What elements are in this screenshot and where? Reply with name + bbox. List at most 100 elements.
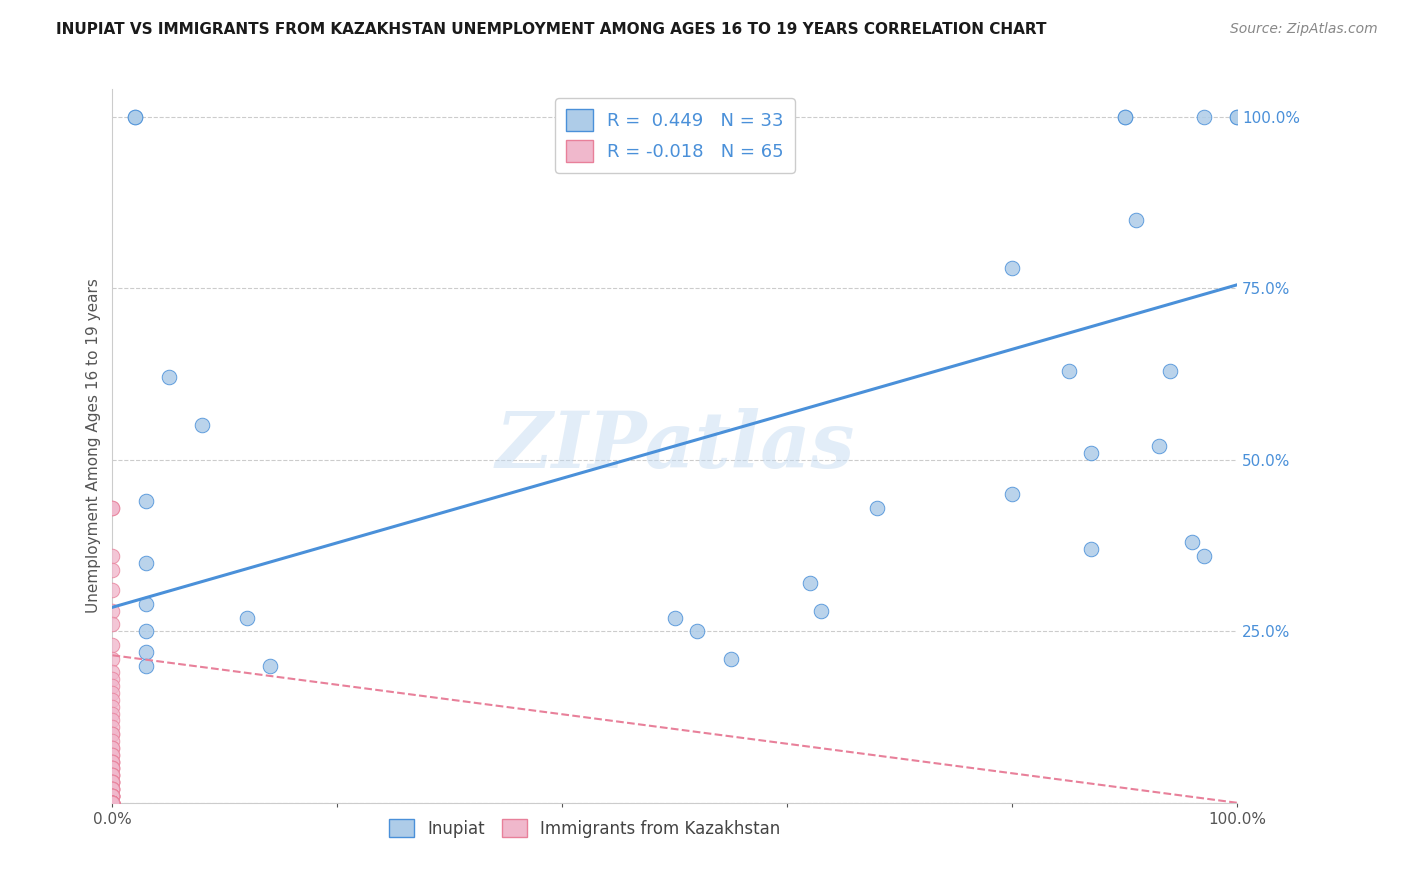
Point (810, 604, 832, 618)
Point (1001, 260, 1024, 275)
Point (101, 789, 124, 803)
Point (1114, 110, 1136, 124)
Point (101, 775, 124, 789)
Point (1001, 487, 1024, 501)
Point (124, 110, 146, 124)
Legend: Inupiat, Immigrants from Kazakhstan: Inupiat, Immigrants from Kazakhstan (382, 813, 787, 845)
Point (101, 768, 124, 782)
Point (799, 576, 821, 591)
Point (101, 796, 124, 810)
Point (135, 556, 157, 570)
Point (1080, 446, 1102, 460)
Point (135, 658, 157, 673)
Point (101, 796, 124, 810)
Point (101, 500, 124, 515)
Point (101, 796, 124, 810)
Point (101, 789, 124, 803)
Point (101, 755, 124, 769)
Point (101, 762, 124, 776)
Point (101, 720, 124, 734)
Point (1192, 110, 1215, 124)
Point (101, 762, 124, 776)
Point (1147, 439, 1170, 453)
Point (101, 740, 124, 755)
Point (101, 747, 124, 762)
Point (866, 500, 889, 515)
Point (686, 624, 709, 639)
Point (101, 740, 124, 755)
Point (101, 796, 124, 810)
Point (101, 789, 124, 803)
Point (101, 762, 124, 776)
Point (135, 494, 157, 508)
Point (101, 775, 124, 789)
Point (1114, 110, 1136, 124)
Point (101, 768, 124, 782)
Point (101, 583, 124, 598)
Point (101, 638, 124, 652)
Point (101, 782, 124, 797)
Point (101, 782, 124, 797)
Point (101, 747, 124, 762)
Text: Source: ZipAtlas.com: Source: ZipAtlas.com (1230, 22, 1378, 37)
Point (101, 796, 124, 810)
Point (101, 796, 124, 810)
Point (101, 789, 124, 803)
Point (101, 714, 124, 728)
Point (101, 789, 124, 803)
Point (101, 768, 124, 782)
Point (101, 665, 124, 680)
Point (664, 610, 686, 624)
Point (101, 699, 124, 714)
Point (101, 549, 124, 563)
Point (101, 796, 124, 810)
Point (101, 789, 124, 803)
Point (101, 500, 124, 515)
Point (1125, 212, 1147, 227)
Point (1226, 110, 1249, 124)
Point (1181, 535, 1204, 549)
Point (101, 617, 124, 632)
Point (101, 755, 124, 769)
Point (101, 796, 124, 810)
Point (101, 727, 124, 741)
Point (191, 418, 214, 433)
Point (124, 110, 146, 124)
Point (101, 734, 124, 748)
Point (236, 610, 259, 624)
Y-axis label: Unemployment Among Ages 16 to 19 years: Unemployment Among Ages 16 to 19 years (86, 278, 101, 614)
Point (101, 796, 124, 810)
Point (101, 706, 124, 721)
Point (135, 645, 157, 659)
Text: ZIPatlas: ZIPatlas (495, 408, 855, 484)
Point (101, 562, 124, 576)
Text: INUPIAT VS IMMIGRANTS FROM KAZAKHSTAN UNEMPLOYMENT AMONG AGES 16 TO 19 YEARS COR: INUPIAT VS IMMIGRANTS FROM KAZAKHSTAN UN… (56, 22, 1046, 37)
Point (101, 796, 124, 810)
Point (135, 597, 157, 611)
Point (101, 755, 124, 769)
Point (101, 782, 124, 797)
Point (1226, 110, 1249, 124)
Point (101, 796, 124, 810)
Point (1159, 363, 1181, 377)
Point (101, 604, 124, 618)
Point (101, 796, 124, 810)
Point (101, 686, 124, 700)
Point (101, 796, 124, 810)
Point (720, 651, 742, 665)
Point (101, 693, 124, 707)
Point (101, 727, 124, 741)
Point (101, 796, 124, 810)
Point (157, 370, 180, 384)
Point (1192, 549, 1215, 563)
Point (1080, 541, 1102, 556)
Point (135, 624, 157, 639)
Point (259, 658, 281, 673)
Point (101, 796, 124, 810)
Point (1057, 363, 1080, 377)
Point (101, 775, 124, 789)
Point (101, 796, 124, 810)
Point (101, 782, 124, 797)
Point (101, 679, 124, 693)
Point (101, 796, 124, 810)
